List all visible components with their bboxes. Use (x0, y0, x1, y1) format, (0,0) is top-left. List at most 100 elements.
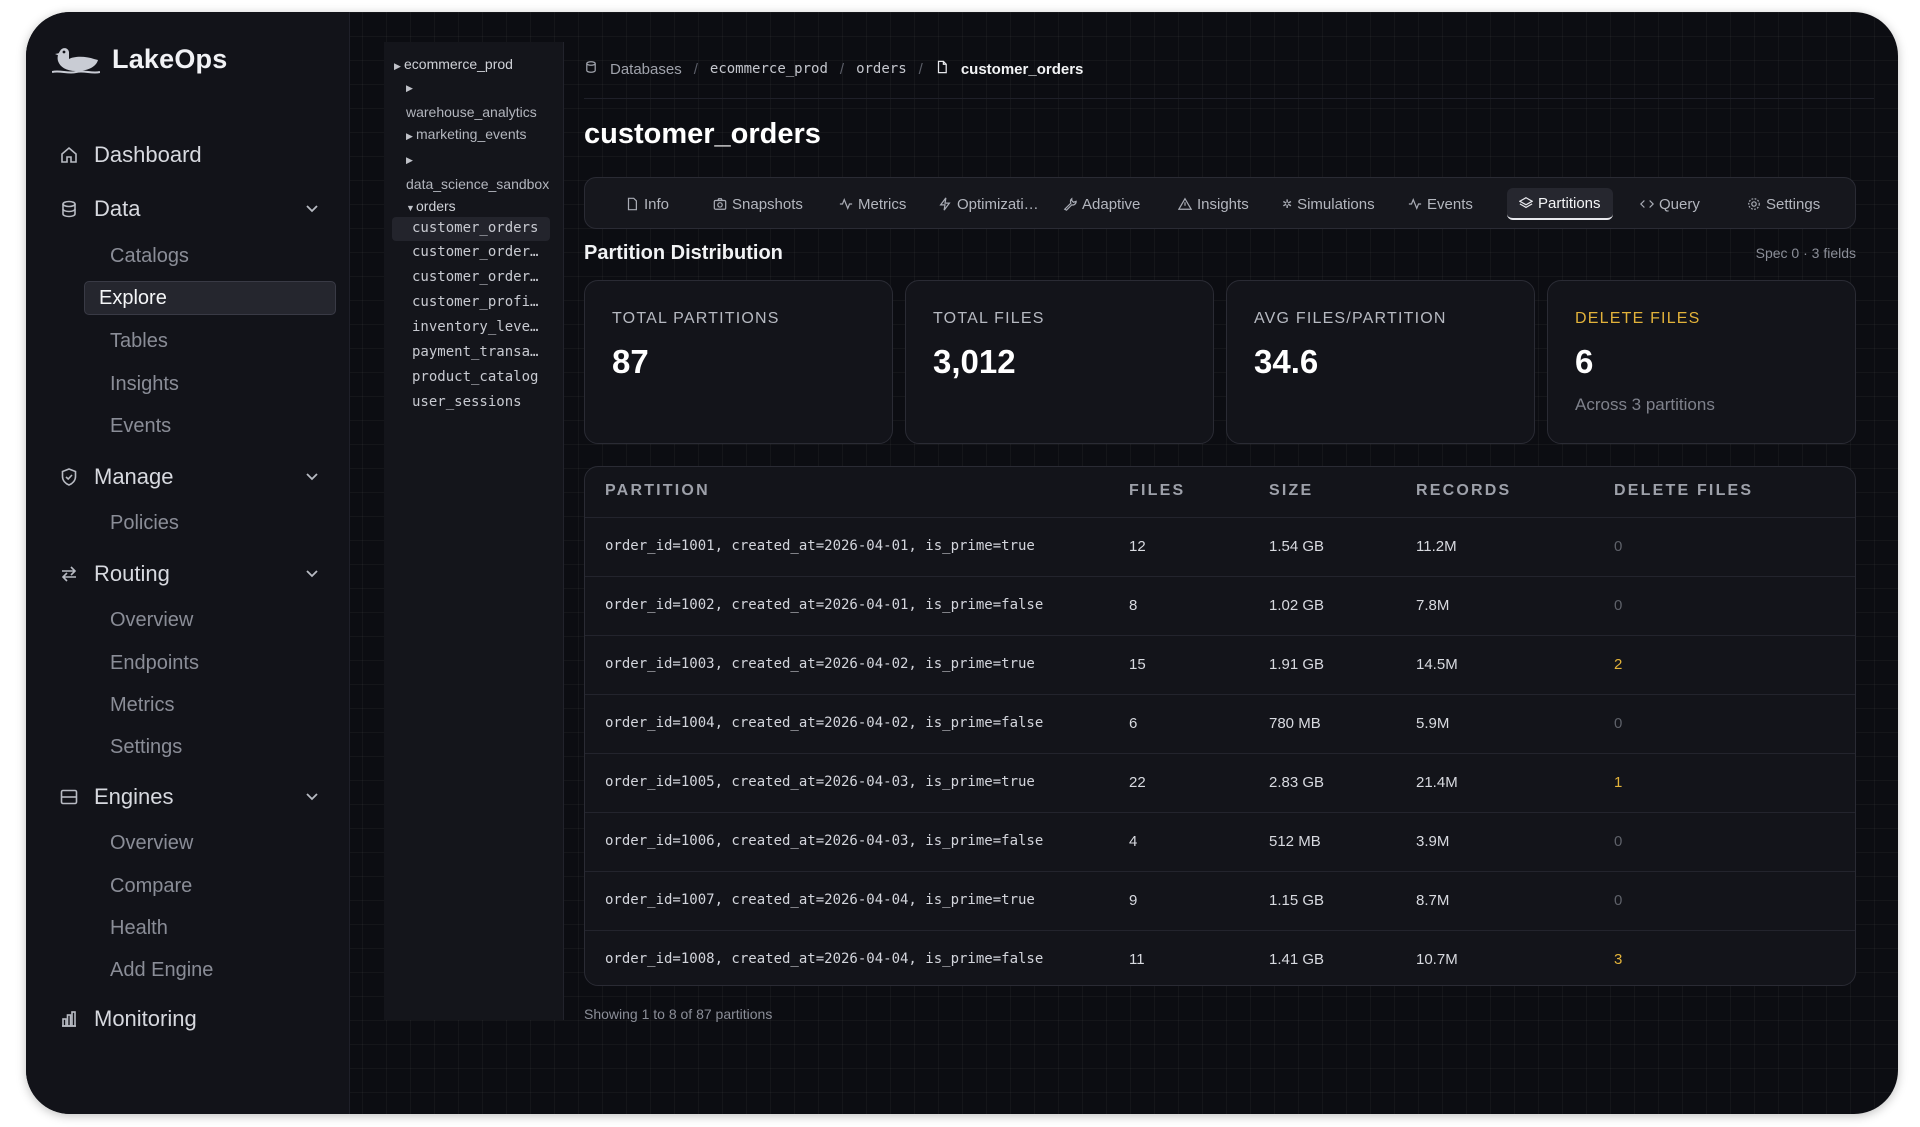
table-row[interactable]: order_id=1008, created_at=2026-04-04, is… (585, 930, 1855, 985)
table-header: PARTITION FILES SIZE RECORDS DELETE FILE… (585, 467, 1855, 517)
sidebar-item-events[interactable]: Events (110, 414, 172, 437)
catalog-tree: ▶ ecommerce_prod ▶ warehouse_analytics ▶ m… (384, 42, 564, 1020)
size-cell: 1.54 GB (1269, 538, 1325, 555)
tab-events[interactable]: Events (1408, 188, 1473, 220)
pagination-summary: Showing 1 to 8 of 87 partitions (584, 1006, 773, 1022)
tab-insights[interactable]: Insights (1178, 188, 1249, 220)
tree-table[interactable]: customer_order… (412, 269, 539, 285)
layers-icon (1519, 197, 1533, 209)
column-header-records[interactable]: RECORDS (1416, 482, 1512, 499)
column-header-size[interactable]: SIZE (1269, 482, 1314, 499)
sidebar-item-manage[interactable]: Manage (58, 460, 320, 494)
tree-folder-data-science-sandbox[interactable]: data_science_sandbox (406, 176, 550, 192)
activity-icon (839, 197, 853, 211)
tab-snapshots[interactable]: Snapshots (713, 188, 803, 220)
delete-files-cell: 0 (1614, 892, 1623, 909)
sidebar-item-endpoints[interactable]: Endpoints (110, 651, 199, 674)
bar-chart-icon (58, 1008, 80, 1030)
lightning-icon (939, 197, 951, 211)
tree-folder-marketing-events[interactable]: ▶ marketing_events (406, 126, 527, 142)
tree-table[interactable]: customer_order… (412, 244, 539, 260)
table-row[interactable]: order_id=1006, created_at=2026-04-03, is… (585, 812, 1855, 871)
column-header-delete-files[interactable]: DELETE FILES (1614, 482, 1754, 499)
sidebar-item-catalogs[interactable]: Catalogs (110, 244, 189, 267)
tree-table[interactable]: user_sessions (412, 394, 522, 410)
sidebar-item-monitoring[interactable]: Monitoring (58, 1002, 320, 1036)
activity-icon (1408, 197, 1422, 211)
sidebar-item-policies[interactable]: Policies (110, 511, 179, 534)
tab-simulations[interactable]: ✲ Simulations (1282, 195, 1375, 213)
tab-metrics[interactable]: Metrics (839, 188, 906, 220)
table-row[interactable]: order_id=1004, created_at=2026-04-02, is… (585, 694, 1855, 753)
sidebar-item-label: Engines (94, 784, 174, 809)
tree-table[interactable]: inventory_leve… (412, 319, 539, 335)
tab-settings[interactable]: Settings (1747, 188, 1820, 220)
tree-table[interactable]: customer_profi… (412, 294, 539, 310)
stat-card-avg-files: AVG FILES/PARTITION 34.6 (1226, 280, 1535, 444)
sidebar-item-add-engine[interactable]: Add Engine (110, 958, 214, 981)
file-icon (935, 60, 949, 78)
partition-cell: order_id=1006, created_at=2026-04-03, is… (605, 833, 1044, 849)
breadcrumb-namespace[interactable]: orders (856, 61, 907, 77)
breadcrumb-separator: / (839, 60, 845, 78)
tree-folder-warehouse-analytics[interactable]: warehouse_analytics (406, 104, 537, 120)
sidebar-item-health[interactable]: Health (110, 916, 168, 939)
partition-cell: order_id=1007, created_at=2026-04-04, is… (605, 892, 1035, 908)
sidebar-item-compare[interactable]: Compare (110, 874, 193, 897)
table-row[interactable]: order_id=1002, created_at=2026-04-01, is… (585, 576, 1855, 635)
sidebar-item-engines[interactable]: Engines (58, 780, 320, 814)
sidebar-item-engines-overview[interactable]: Overview (110, 831, 194, 854)
tab-partitions[interactable]: Partitions (1507, 188, 1613, 220)
sidebar-item-explore[interactable]: Explore (84, 281, 336, 315)
stat-card-total-partitions: TOTAL PARTITIONS 87 (584, 280, 893, 444)
sidebar-item-metrics[interactable]: Metrics (110, 693, 175, 716)
breadcrumb-db[interactable]: ecommerce_prod (709, 61, 828, 77)
tab-query[interactable]: Query (1640, 188, 1700, 220)
table-row[interactable]: order_id=1007, created_at=2026-04-04, is… (585, 871, 1855, 930)
breadcrumb-current: customer_orders (960, 60, 1084, 78)
sidebar-item-dashboard[interactable]: Dashboard (58, 138, 320, 172)
caret-down-icon: ▼ (406, 203, 415, 213)
chevron-down-icon (306, 570, 318, 578)
sidebar-item-routing[interactable]: Routing (58, 557, 320, 591)
tab-adaptive[interactable]: Adaptive (1063, 188, 1140, 220)
records-cell: 8.7M (1416, 892, 1450, 909)
tree-table[interactable]: product_catalog (412, 369, 539, 385)
records-cell: 7.8M (1416, 597, 1450, 614)
stat-label: AVG FILES/PARTITION (1254, 310, 1447, 327)
tree-db-ecommerce-prod[interactable]: ▶ ecommerce_prod (394, 56, 513, 72)
duck-logo-icon (52, 47, 100, 74)
sparkle-icon: ✲ (1282, 197, 1293, 211)
table-row[interactable]: order_id=1005, created_at=2026-04-03, is… (585, 753, 1855, 812)
sidebar-item-tables[interactable]: Tables (110, 329, 168, 352)
column-header-files[interactable]: FILES (1129, 482, 1186, 499)
page-title: customer_orders (584, 118, 821, 150)
tree-caret-data-science[interactable]: ▶ (406, 150, 416, 166)
column-header-partition[interactable]: PARTITION (605, 482, 710, 499)
tab-optimization[interactable]: Optimizati… (938, 188, 1039, 220)
sidebar-item-settings[interactable]: Settings (110, 735, 183, 758)
sidebar-item-routing-overview[interactable]: Overview (110, 608, 194, 631)
caret-right-icon: ▶ (406, 131, 413, 141)
stat-value: 3,012 (933, 343, 1016, 380)
table-row[interactable]: order_id=1001, created_at=2026-04-01, is… (585, 517, 1855, 576)
table-row[interactable]: order_id=1003, created_at=2026-04-02, is… (585, 635, 1855, 694)
sidebar-item-data[interactable]: Data (58, 192, 320, 226)
database-icon (58, 198, 80, 220)
delete-files-cell: 0 (1614, 715, 1623, 732)
tree-caret-warehouse[interactable]: ▶ (406, 78, 416, 94)
stat-value: 34.6 (1254, 343, 1319, 380)
divider (584, 98, 1874, 99)
records-cell: 11.2M (1416, 538, 1457, 555)
breadcrumb-databases[interactable]: Databases (610, 60, 682, 78)
tree-table-customer-orders[interactable]: customer_orders (392, 217, 550, 241)
sidebar-item-insights[interactable]: Insights (110, 372, 179, 395)
tab-info[interactable]: Info (625, 188, 669, 220)
tree-folder-orders[interactable]: ▼orders (406, 198, 456, 214)
files-cell: 6 (1129, 715, 1138, 732)
home-icon (58, 144, 80, 166)
stat-card-total-files: TOTAL FILES 3,012 (905, 280, 1214, 444)
camera-icon (713, 198, 727, 210)
tree-table[interactable]: payment_transa… (412, 344, 539, 360)
logo[interactable]: LakeOps (52, 44, 227, 75)
